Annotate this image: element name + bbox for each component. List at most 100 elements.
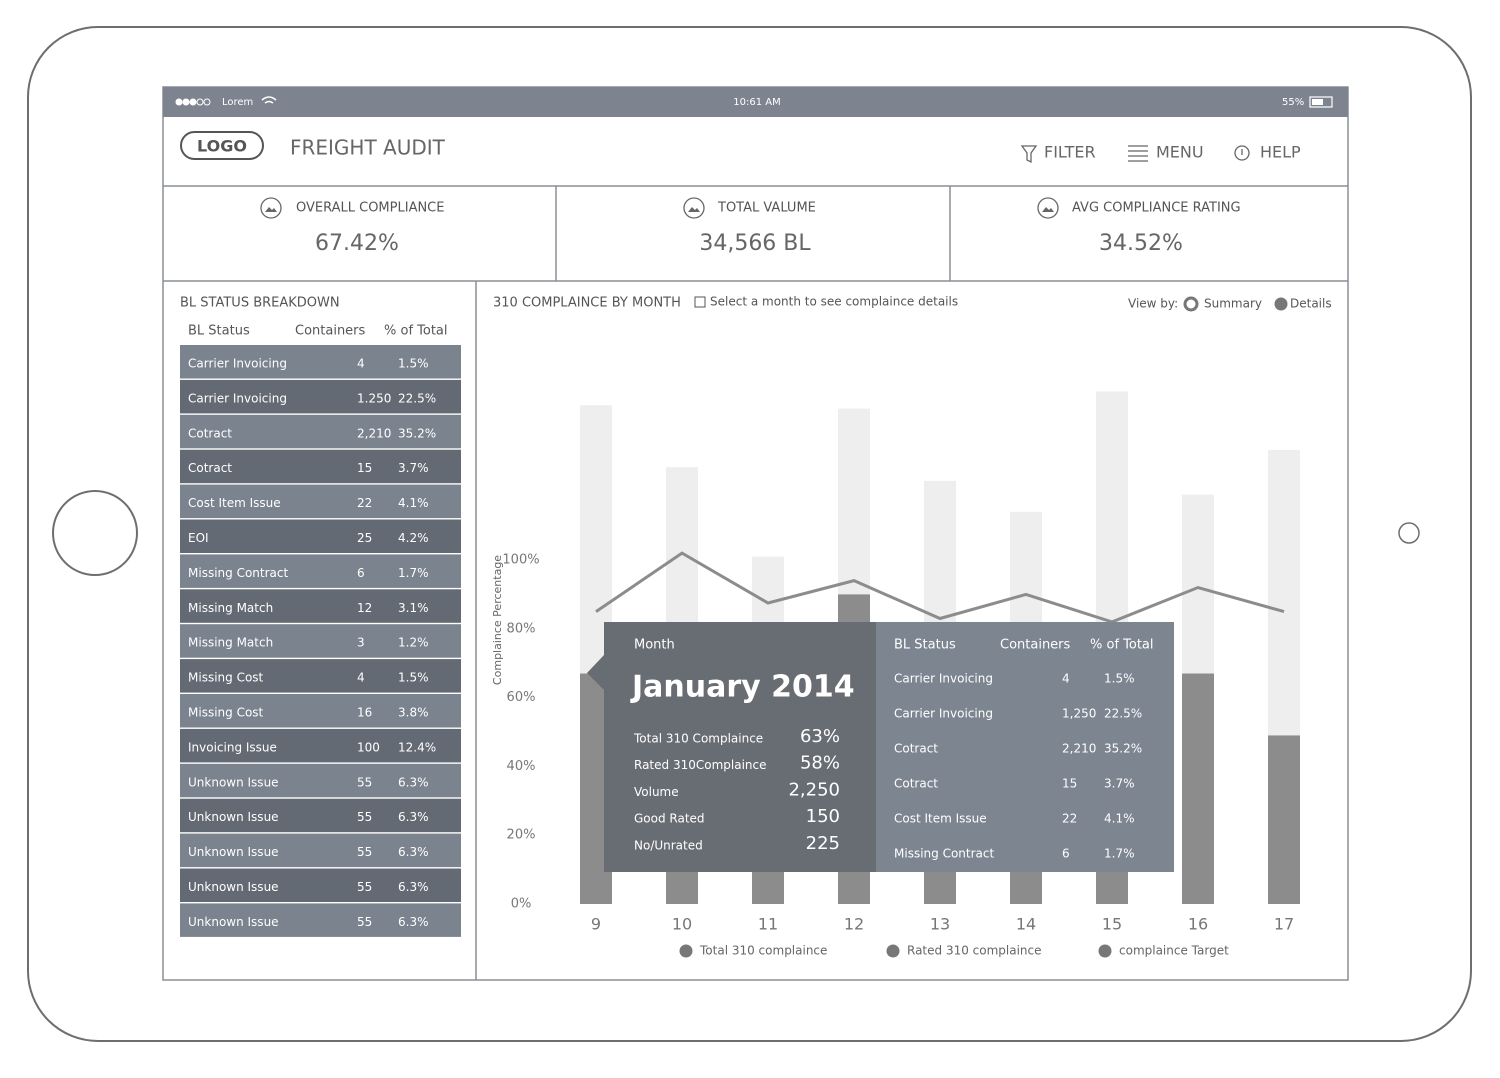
- table-cell: 100: [357, 740, 380, 754]
- wifi-icon: [261, 96, 277, 104]
- chart-hint: Select a month to see complaince details: [710, 295, 958, 309]
- y-axis-label: Complaince Percentage: [491, 555, 504, 685]
- tooltip-cell: Cotract: [894, 742, 938, 756]
- table-row[interactable]: [180, 484, 461, 519]
- y-tick-label: 100%: [502, 553, 539, 568]
- battery-level: 55%: [1282, 97, 1304, 108]
- table-cell: 3.8%: [398, 706, 429, 720]
- table-row[interactable]: [180, 694, 461, 728]
- table-header: Containers: [295, 324, 366, 339]
- tooltip-cell: 22.5%: [1104, 707, 1142, 721]
- table-cell: 22: [357, 496, 372, 510]
- table-cell: 1.2%: [398, 636, 429, 650]
- table-cell: 4.2%: [398, 531, 429, 545]
- tooltip-metric-value: 150: [806, 806, 840, 827]
- table-cell: 22.5%: [398, 391, 436, 405]
- table-row[interactable]: [180, 519, 461, 554]
- legend-label: complaince Target: [1119, 944, 1229, 958]
- table-cell: 35.2%: [398, 426, 436, 440]
- tooltip-metric-value: 2,250: [788, 779, 840, 800]
- table-cell: 25: [357, 531, 372, 545]
- tooltip-metric-value: 63%: [800, 726, 840, 747]
- tooltip-month-label: Month: [634, 638, 675, 653]
- table-cell: 12.4%: [398, 740, 436, 754]
- table-cell: 15: [357, 461, 372, 475]
- chart-title: 310 COMPLAINCE BY MONTH: [493, 296, 681, 311]
- tooltip-metric-value: 58%: [800, 753, 840, 774]
- logo: LOGO: [197, 137, 247, 156]
- x-tick-label: 15: [1102, 915, 1122, 934]
- legend-marker: [679, 944, 693, 958]
- x-tick-label: 17: [1274, 915, 1294, 934]
- kpi-icon: [1037, 197, 1059, 219]
- bar[interactable]: [1268, 735, 1300, 904]
- tooltip-cell: 4: [1062, 672, 1070, 686]
- signal-dot: [175, 98, 183, 106]
- table-cell: Missing Contract: [188, 566, 288, 580]
- table-cell: 3: [357, 636, 365, 650]
- table-row[interactable]: [180, 379, 461, 414]
- radio-summary[interactable]: [1183, 296, 1199, 312]
- status-bar: [163, 87, 1348, 117]
- table-cell: Cotract: [188, 426, 232, 440]
- bar[interactable]: [1182, 673, 1214, 904]
- view-option[interactable]: Details: [1290, 297, 1332, 311]
- table-row[interactable]: [180, 728, 461, 763]
- kpi-icon: [260, 197, 282, 219]
- table-row[interactable]: [180, 624, 461, 658]
- table-cell: 1.7%: [398, 566, 429, 580]
- tooltip-pointer: [587, 655, 604, 690]
- kpi-value: 67.42%: [315, 231, 399, 256]
- kpi-icon: [683, 197, 705, 219]
- table-row[interactable]: [180, 659, 461, 693]
- y-tick-label: 20%: [507, 828, 536, 843]
- table-cell: EOI: [188, 531, 209, 545]
- signal-dot: [182, 98, 190, 106]
- table-row[interactable]: [180, 798, 461, 833]
- signal-dot: [203, 98, 211, 106]
- table-cell: Cost Item Issue: [188, 496, 281, 510]
- table-row[interactable]: [180, 554, 461, 588]
- tooltip-metric-name: Total 310 Complaince: [633, 732, 763, 746]
- tooltip-cell: Carrier Invoicing: [894, 672, 993, 686]
- table-cell: 1.250: [357, 391, 391, 405]
- table-title: BL STATUS BREAKDOWN: [180, 296, 340, 311]
- view-option[interactable]: Summary: [1204, 297, 1262, 311]
- table-cell: 55: [357, 810, 372, 824]
- table-cell: 4.1%: [398, 496, 429, 510]
- table-row[interactable]: [180, 763, 461, 798]
- table-cell: Cotract: [188, 461, 232, 475]
- tooltip-metric-name: Rated 310Complaince: [634, 758, 767, 772]
- target-line: [595, 551, 1285, 624]
- table-cell: 55: [357, 845, 372, 859]
- home-button[interactable]: [52, 490, 138, 576]
- table-row[interactable]: [180, 449, 461, 484]
- table-row[interactable]: [180, 833, 461, 868]
- radio-details[interactable]: [1274, 297, 1288, 311]
- table-row[interactable]: [180, 589, 461, 623]
- table-cell: Unknown Issue: [188, 775, 279, 789]
- tooltip-header: % of Total: [1090, 638, 1154, 653]
- table-header: % of Total: [384, 324, 448, 339]
- table-row[interactable]: [180, 868, 461, 903]
- tooltip-summary: [604, 622, 876, 872]
- tooltip-cell: 22: [1062, 812, 1077, 826]
- nav-item[interactable]: HELP: [1260, 143, 1301, 162]
- x-tick-label: 14: [1016, 915, 1036, 934]
- table-row[interactable]: [180, 903, 461, 937]
- table-row[interactable]: [180, 345, 461, 379]
- table-cell: 55: [357, 915, 372, 929]
- month-checkbox[interactable]: [694, 296, 706, 308]
- tooltip-cell: 1,250: [1062, 707, 1096, 721]
- nav-item[interactable]: FILTER: [1044, 143, 1096, 162]
- tooltip-metric-name: Volume: [634, 785, 679, 799]
- tooltip-metric-value: 225: [806, 833, 840, 854]
- kpi-label: TOTAL VALUME: [717, 201, 816, 216]
- tooltip-cell: 35.2%: [1104, 742, 1142, 756]
- y-tick-label: 0%: [511, 897, 532, 912]
- nav-item[interactable]: MENU: [1156, 143, 1204, 162]
- table-row[interactable]: [180, 414, 461, 449]
- kpi-icon-glyph: [1042, 207, 1054, 212]
- table-cell: 6.3%: [398, 810, 429, 824]
- tooltip-month: January 2014: [630, 670, 855, 705]
